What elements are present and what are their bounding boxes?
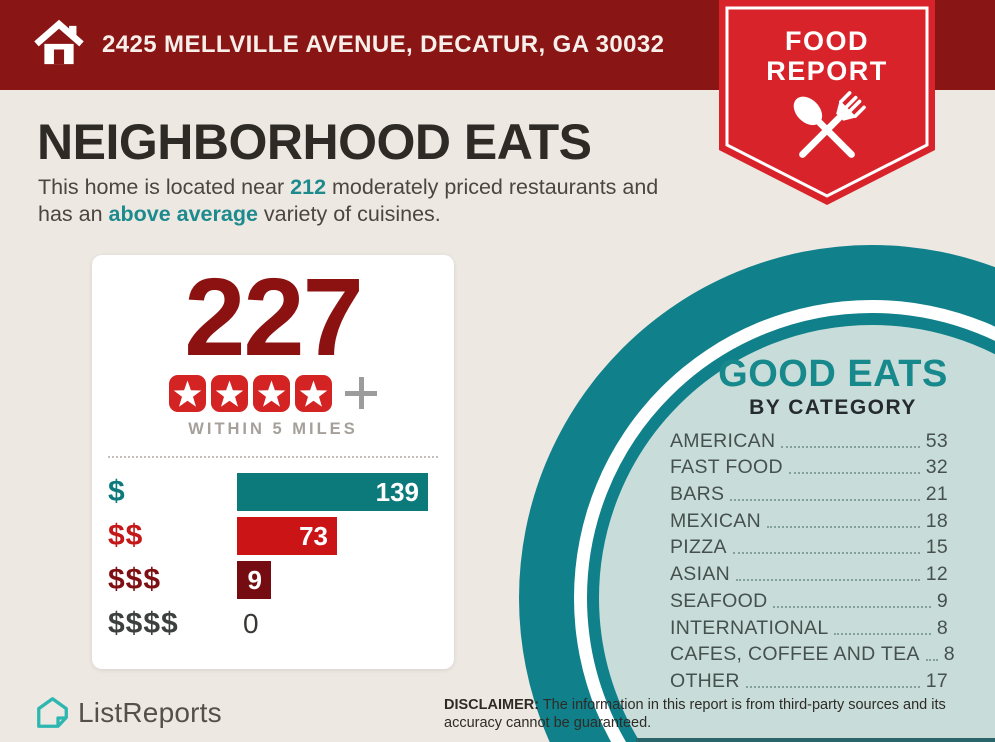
star-rating: [92, 373, 454, 413]
category-name: INTERNATIONAL: [670, 616, 829, 639]
category-count: 8: [943, 643, 955, 666]
page-title: NEIGHBORHOOD EATS: [37, 114, 592, 170]
category-count: 21: [925, 483, 948, 506]
category-name: AMERICAN: [670, 429, 776, 452]
restaurant-total-count: 227: [184, 256, 364, 379]
above-average-highlight: above average: [108, 201, 258, 226]
good-eats-title: GOOD EATS: [718, 353, 948, 395]
dotted-leader: [773, 605, 931, 608]
subtitle-text: moderately priced restaurants and: [326, 175, 659, 199]
yelp-star-icon: [169, 374, 206, 412]
badge-line1: FOOD: [785, 26, 869, 56]
good-eats-subtitle: BY CATEGORY: [749, 396, 917, 419]
price-tier-value: 9: [247, 564, 262, 595]
yelp-star-icon: [211, 374, 248, 412]
category-count: 9: [936, 589, 948, 612]
dotted-leader: [732, 552, 920, 555]
price-tier-label: $$$$: [108, 607, 179, 640]
category-name: SEAFOOD: [670, 589, 768, 612]
category-row: SEAFOOD 9: [670, 588, 948, 615]
category-name: CAFES, COFFEE AND TEA: [670, 643, 920, 666]
category-count: 18: [925, 509, 948, 532]
category-name: FAST FOOD: [670, 456, 783, 479]
restaurant-count-highlight: 212: [290, 175, 327, 199]
price-tier-label: $$: [108, 519, 144, 552]
price-tier-bar-area: 9: [237, 561, 454, 599]
badge-line2: REPORT: [766, 56, 888, 86]
price-tier-bar: 9: [237, 561, 271, 599]
dotted-leader: [730, 499, 920, 502]
price-tier-bar: 139: [237, 473, 428, 511]
category-count: 53: [925, 429, 948, 452]
category-name: PIZZA: [670, 536, 727, 559]
category-count: 15: [925, 536, 948, 559]
category-count: 32: [925, 456, 948, 479]
category-row: FAST FOOD 32: [670, 455, 948, 482]
brand-name: ListReports: [78, 696, 222, 728]
category-name: MEXICAN: [670, 509, 761, 532]
dotted-leader: [736, 579, 920, 582]
disclaimer: DISCLAIMER: The information in this repo…: [444, 696, 962, 732]
price-tier-bar-area: 139: [237, 473, 454, 511]
dotted-divider: [108, 456, 438, 458]
price-tier-row: $$$ 9: [92, 558, 454, 602]
dotted-leader: [925, 659, 938, 662]
category-row: CAFES, COFFEE AND TEA 8: [670, 642, 955, 669]
listreports-logo: ListReports: [36, 696, 222, 729]
dotted-leader: [788, 472, 920, 475]
category-row: INTERNATIONAL 8: [670, 615, 948, 642]
disclaimer-text: The information in this report is from t…: [444, 697, 946, 731]
dotted-leader: [745, 685, 920, 688]
price-tier-label: $$$: [108, 563, 162, 596]
yelp-star-icon: [253, 374, 290, 412]
good-eats-header: GOOD EATS BY CATEGORY: [668, 354, 995, 420]
subtitle-text: variety of cuisines.: [257, 201, 441, 226]
subtitle-line1: This home is located near 212 moderately…: [38, 174, 658, 201]
price-tier-value: 0: [243, 608, 259, 639]
subtitle-text: This home is located near: [38, 175, 291, 199]
subtitle-line2: has an above average variety of cuisines…: [38, 201, 658, 228]
category-count: 17: [925, 669, 948, 692]
price-tier-value: 139: [375, 476, 419, 507]
summary-card: 227 WITHIN 5 MILES $139 $$ 73 $$$ 9 $$$$ 0: [92, 255, 454, 669]
price-tier-row: $$ 73: [92, 514, 454, 558]
property-address: 2425 MELLVILLE AVENUE, DECATUR, GA 30032: [102, 31, 665, 58]
category-row: AMERICAN 53: [670, 428, 948, 455]
price-tier-row: $139: [92, 470, 454, 514]
category-name: BARS: [670, 483, 725, 506]
home-icon: [34, 19, 84, 65]
dotted-leader: [781, 445, 920, 448]
price-tier-bar-area: 73: [237, 517, 454, 555]
category-row: MEXICAN 18: [670, 508, 948, 535]
price-tier-value: 73: [299, 520, 328, 551]
spoon-fork-icon: [793, 91, 866, 158]
plus-icon: [345, 377, 377, 409]
category-name: OTHER: [670, 669, 740, 692]
category-row: OTHER 17: [670, 668, 948, 695]
dotted-leader: [834, 632, 931, 635]
listreports-house-icon: [37, 697, 68, 728]
category-row: ASIAN 12: [670, 561, 948, 588]
food-report-badge: FOOD REPORT: [719, 0, 935, 212]
category-row: BARS 21: [670, 481, 948, 508]
category-name: ASIAN: [670, 563, 731, 586]
bottom-edge-band: [636, 738, 995, 742]
category-row: PIZZA 15: [670, 535, 948, 562]
ribbon-shape: [719, 0, 935, 205]
disclaimer-label: DISCLAIMER:: [444, 697, 540, 713]
subtitle-text: has an: [38, 201, 109, 226]
price-tier-label: $: [108, 475, 126, 508]
category-count: 8: [936, 616, 948, 639]
price-tier-bar-area: 0: [237, 608, 454, 640]
price-tier-bar: 73: [237, 517, 337, 555]
page-subtitle: This home is located near 212 moderately…: [38, 174, 658, 227]
good-eats-list: AMERICAN 53 FAST FOOD 32 BARS 21 MEXICAN 18 PIZZ…: [670, 428, 955, 695]
price-chart-rows: $139 $$ 73 $$$ 9 $$$$ 0: [92, 470, 454, 646]
within-miles-label: WITHIN 5 MILES: [188, 420, 358, 438]
yelp-star-icon: [295, 374, 332, 412]
category-count: 12: [925, 563, 948, 586]
dotted-leader: [766, 525, 920, 528]
price-tier-row: $$$$ 0: [92, 602, 454, 646]
